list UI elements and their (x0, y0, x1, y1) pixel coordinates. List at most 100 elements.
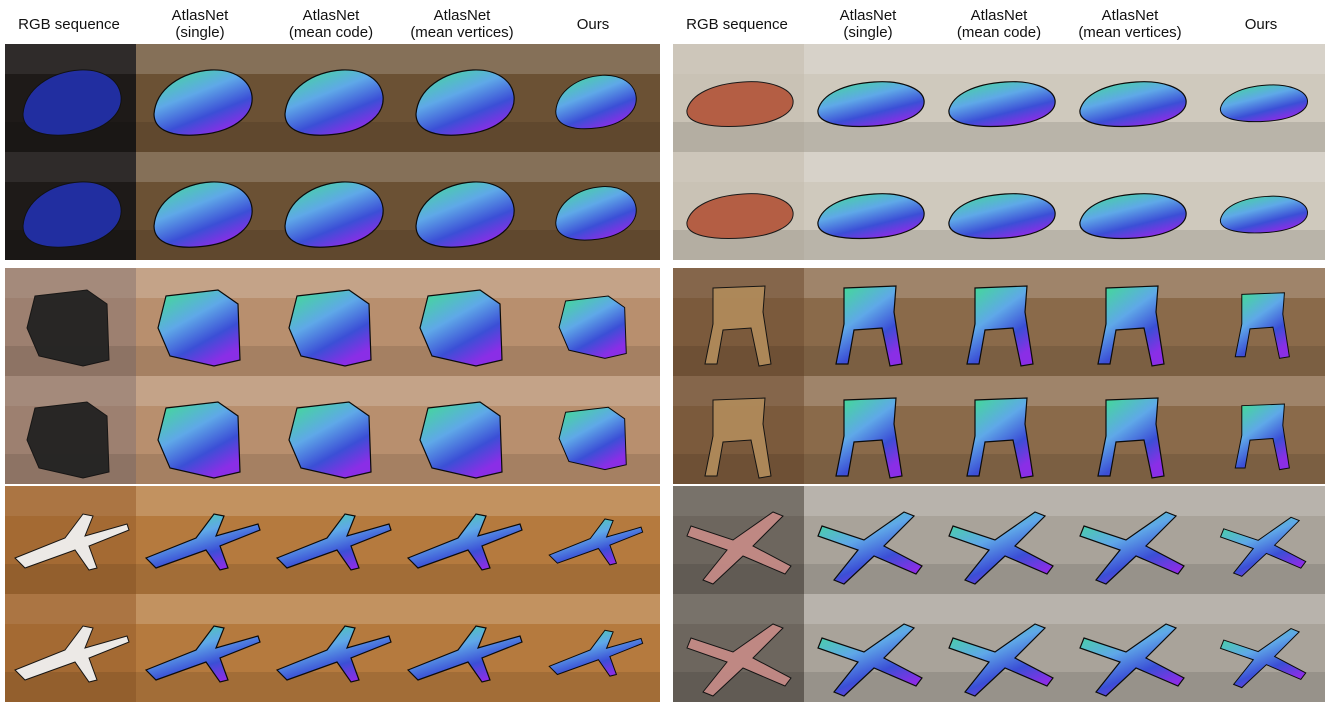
atlasnet-single-armchair-2 (136, 376, 267, 484)
atlasnet-mean-code-armchair-2 (267, 376, 398, 484)
car-group (5, 44, 660, 260)
armchair-group (5, 268, 660, 484)
armchair-row-1 (5, 268, 660, 376)
atlasnet-mean-vertices-convertible-2 (1066, 152, 1197, 260)
header-ours: Ours (529, 4, 657, 44)
header-mean-vertices-line2: (mean vertices) (1078, 24, 1182, 41)
airplane-row-1 (5, 486, 660, 594)
atlasnet-single-car-1 (136, 44, 267, 152)
ours-folding-chair-1 (1197, 268, 1325, 376)
atlasnet-mean-vertices-propeller-plane-2 (1066, 594, 1197, 702)
folding-chair-row-2 (673, 376, 1325, 484)
atlasnet-single-airplane-1 (136, 486, 267, 594)
armchair-row-2 (5, 376, 660, 484)
atlasnet-mean-code-folding-chair-1 (935, 268, 1066, 376)
convertible-row-1 (673, 44, 1325, 152)
ours-airplane-1 (529, 486, 660, 594)
header-mean-vertices-line1: AtlasNet (433, 7, 491, 24)
atlasnet-mean-code-propeller-plane-2 (935, 594, 1066, 702)
atlasnet-mean-code-car-2 (267, 152, 398, 260)
atlasnet-mean-vertices-folding-chair-2 (1066, 376, 1197, 484)
atlasnet-mean-code-convertible-1 (935, 44, 1066, 152)
atlasnet-mean-vertices-propeller-plane-1 (1066, 486, 1197, 594)
ours-convertible-2 (1197, 152, 1325, 260)
propeller-plane-group (673, 486, 1325, 702)
atlasnet-single-folding-chair-2 (804, 376, 935, 484)
atlasnet-mean-code-car-1 (267, 44, 398, 152)
rgb-frame-folding-chair-2 (673, 376, 804, 484)
atlasnet-single-airplane-2 (136, 594, 267, 702)
rgb-frame-convertible-2 (673, 152, 804, 260)
ours-airplane-2 (529, 594, 660, 702)
atlasnet-mean-vertices-airplane-1 (398, 486, 529, 594)
header-rgb-sequence: RGB sequence (5, 4, 133, 44)
header-ours-text: Ours (1244, 15, 1278, 33)
ours-propeller-plane-2 (1197, 594, 1325, 702)
ours-car-2 (529, 152, 660, 260)
header-single-line2: (single) (175, 24, 225, 41)
atlasnet-mean-vertices-car-1 (398, 44, 529, 152)
atlasnet-single-folding-chair-1 (804, 268, 935, 376)
folding-chair-group (673, 268, 1325, 484)
atlasnet-mean-vertices-airplane-2 (398, 594, 529, 702)
convertible-group (673, 44, 1325, 260)
atlasnet-mean-code-convertible-2 (935, 152, 1066, 260)
ours-propeller-plane-1 (1197, 486, 1325, 594)
atlasnet-mean-code-airplane-2 (267, 594, 398, 702)
rgb-frame-convertible-1 (673, 44, 804, 152)
atlasnet-mean-vertices-armchair-1 (398, 268, 529, 376)
folding-chair-row-1 (673, 268, 1325, 376)
ours-folding-chair-2 (1197, 376, 1325, 484)
header-atlasnet-single: AtlasNet (single) (136, 4, 264, 44)
atlasnet-mean-code-airplane-1 (267, 486, 398, 594)
header-rgb-sequence: RGB sequence (673, 4, 801, 44)
atlasnet-mean-code-armchair-1 (267, 268, 398, 376)
ours-convertible-1 (1197, 44, 1325, 152)
propeller-plane-row-2 (673, 594, 1325, 702)
atlasnet-mean-vertices-convertible-1 (1066, 44, 1197, 152)
ours-armchair-1 (529, 268, 660, 376)
car-row-2 (5, 152, 660, 260)
ours-car-1 (529, 44, 660, 152)
rgb-frame-airplane-1 (5, 486, 136, 594)
header-mean-code-line2: (mean code) (956, 24, 1042, 41)
ours-armchair-2 (529, 376, 660, 484)
atlasnet-mean-vertices-folding-chair-1 (1066, 268, 1197, 376)
atlasnet-single-convertible-1 (804, 44, 935, 152)
header-ours: Ours (1197, 4, 1325, 44)
propeller-plane-row-1 (673, 486, 1325, 594)
atlasnet-single-armchair-1 (136, 268, 267, 376)
rgb-frame-folding-chair-1 (673, 268, 804, 376)
header-rgb-text: RGB sequence (686, 15, 788, 33)
header-atlasnet-single: AtlasNet (single) (804, 4, 932, 44)
airplane-group (5, 486, 660, 702)
header-mean-code-line1: AtlasNet (302, 7, 360, 24)
header-rgb-text: RGB sequence (18, 15, 120, 33)
convertible-row-2 (673, 152, 1325, 260)
airplane-row-2 (5, 594, 660, 702)
atlasnet-single-convertible-2 (804, 152, 935, 260)
header-atlasnet-mean-code: AtlasNet (mean code) (935, 4, 1063, 44)
header-mean-code-line1: AtlasNet (970, 7, 1028, 24)
rgb-frame-car-2 (5, 152, 136, 260)
header-atlasnet-mean-code: AtlasNet (mean code) (267, 4, 395, 44)
atlasnet-mean-code-folding-chair-2 (935, 376, 1066, 484)
rgb-frame-car-1 (5, 44, 136, 152)
header-single-line1: AtlasNet (171, 7, 229, 24)
rgb-frame-airplane-2 (5, 594, 136, 702)
rgb-frame-armchair-2 (5, 376, 136, 484)
rgb-frame-propeller-plane-2 (673, 594, 804, 702)
header-mean-code-line2: (mean code) (288, 24, 374, 41)
rgb-frame-armchair-1 (5, 268, 136, 376)
header-atlasnet-mean-vertices: AtlasNet (mean vertices) (398, 4, 526, 44)
atlasnet-mean-vertices-car-2 (398, 152, 529, 260)
header-single-line1: AtlasNet (839, 7, 897, 24)
atlasnet-single-propeller-plane-2 (804, 594, 935, 702)
header-mean-vertices-line1: AtlasNet (1101, 7, 1159, 24)
right-panel: RGB sequence AtlasNet (single) AtlasNet (m… (673, 0, 1325, 702)
header-mean-vertices-line2: (mean vertices) (410, 24, 514, 41)
left-panel: RGB sequence AtlasNet (single) AtlasNet (m… (5, 0, 660, 702)
rgb-frame-propeller-plane-1 (673, 486, 804, 594)
header-ours-text: Ours (576, 15, 610, 33)
car-row-1 (5, 44, 660, 152)
